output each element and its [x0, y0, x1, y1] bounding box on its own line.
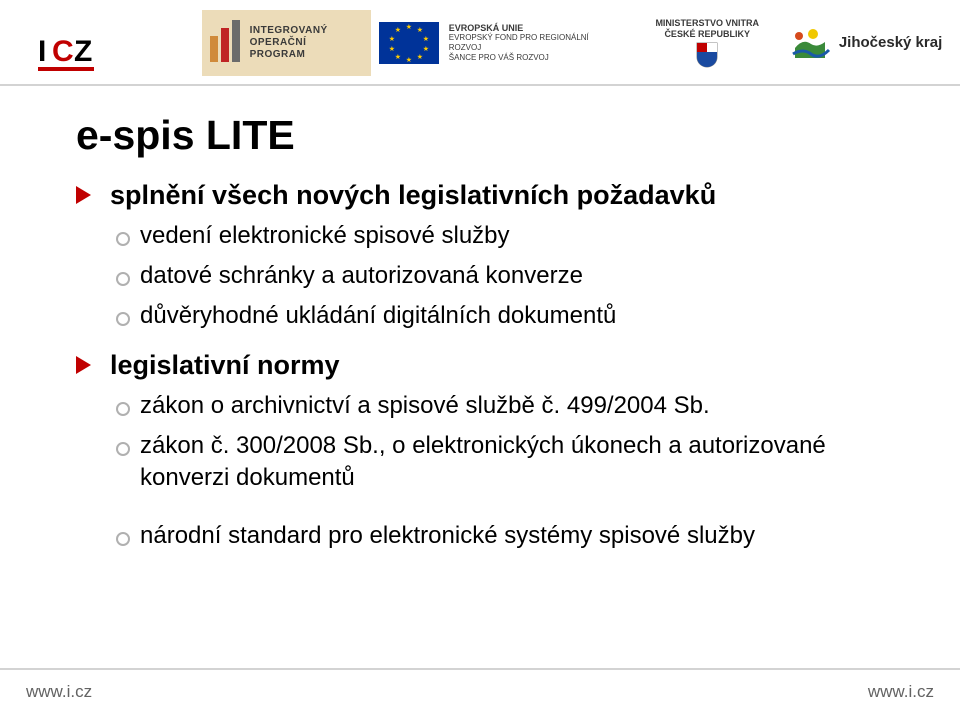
bullet-l2: zákon o archivnictví a spisové službě č.… — [110, 390, 884, 422]
bullet-l2: národní standard pro elektronické systém… — [110, 520, 884, 552]
iop-l1: INTEGROVANÝ — [250, 25, 328, 37]
bullet-l1: splnění všech nových legislativních poža… — [76, 178, 884, 332]
bullet-l2: vedení elektronické spisové služby — [110, 220, 884, 252]
bullet-l2: datové schránky a autorizovaná konverze — [110, 260, 884, 292]
slide-footer: www.i.cz www.i.cz — [0, 668, 960, 714]
logo-icz-i: I — [38, 37, 46, 67]
footer-right-link: www.i.cz — [868, 682, 934, 702]
logo-iop: INTEGROVANÝ OPERAČNÍ PROGRAM — [202, 10, 371, 76]
mv-emblem-icon — [696, 42, 718, 68]
eu-l3: ŠANCE PRO VÁŠ ROZVOJ — [449, 53, 618, 63]
footer-divider — [0, 668, 960, 670]
bullet-list-l1: splnění všech nových legislativních poža… — [76, 178, 884, 552]
jck-text: Jihočeský kraj — [839, 34, 942, 52]
logo-mvcr: MINISTERSTVO VNITRA ČESKÉ REPUBLIKY — [638, 10, 777, 76]
logo-jihocesky-kraj: Jihočeský kraj — [791, 10, 960, 76]
eu-l1: EVROPSKÁ UNIE — [449, 23, 618, 33]
logo-icz-c: C — [52, 37, 74, 67]
iop-l2: OPERAČNÍ — [250, 37, 328, 49]
eu-l2: EVROPSKÝ FOND PRO REGIONÁLNÍ ROZVOJ — [449, 33, 618, 53]
bullet-l2: zákon č. 300/2008 Sb., o elektronických … — [110, 430, 884, 494]
logo-icz-underline — [38, 67, 94, 71]
bullet-l1: legislativní normy zákon o archivnictví … — [76, 348, 884, 552]
mv-text: MINISTERSTVO VNITRA ČESKÉ REPUBLIKY — [655, 18, 759, 40]
bullet-list-l2: zákon o archivnictví a spisové službě č.… — [110, 390, 884, 552]
slide-title: e-spis LITE — [76, 112, 884, 158]
bullet-l1-text: splnění všech nových legislativních poža… — [110, 180, 716, 210]
slide: I C Z INTEGROVANÝ OPERAČNÍ PROGRAM ★ — [0, 0, 960, 714]
footer-left-link: www.i.cz — [26, 682, 92, 702]
iop-bars-icon — [210, 24, 240, 62]
slide-header: I C Z INTEGROVANÝ OPERAČNÍ PROGRAM ★ — [0, 0, 960, 86]
iop-text: INTEGROVANÝ OPERAČNÍ PROGRAM — [250, 25, 328, 61]
logo-bar: I C Z INTEGROVANÝ OPERAČNÍ PROGRAM ★ — [0, 6, 960, 80]
bullet-list-l2: vedení elektronické spisové služby datov… — [110, 220, 884, 332]
mv-l2: ČESKÉ REPUBLIKY — [655, 29, 759, 40]
bullet-l2: důvěryhodné ukládání digitálních dokumen… — [110, 300, 884, 332]
logo-eu: ★ ★ ★ ★ ★ ★ ★ ★ ★ ★ EVROPSKÁ UNIE EVROPS… — [379, 10, 618, 76]
eu-flag-icon: ★ ★ ★ ★ ★ ★ ★ ★ ★ ★ — [379, 22, 439, 64]
logo-icz: I C Z — [34, 15, 112, 71]
jck-mark-icon — [791, 28, 831, 58]
eu-text: EVROPSKÁ UNIE EVROPSKÝ FOND PRO REGIONÁL… — [449, 23, 618, 63]
bullet-l1-text: legislativní normy — [110, 350, 340, 380]
logo-icz-z: Z — [74, 37, 92, 67]
slide-content: e-spis LITE splnění všech nových legisla… — [0, 86, 960, 552]
mv-l1: MINISTERSTVO VNITRA — [655, 18, 759, 29]
header-divider — [0, 84, 960, 86]
iop-l3: PROGRAM — [250, 49, 328, 61]
